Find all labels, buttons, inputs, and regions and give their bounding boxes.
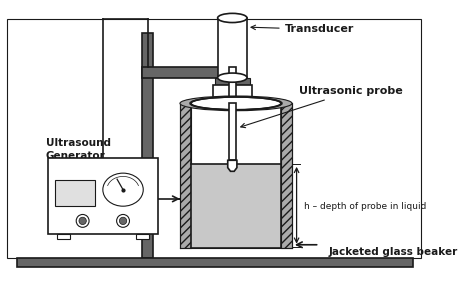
Bar xyxy=(180,103,191,248)
Bar xyxy=(215,78,250,85)
Bar xyxy=(218,18,247,78)
Bar xyxy=(228,67,236,103)
Ellipse shape xyxy=(79,217,86,224)
Bar xyxy=(191,164,281,248)
Bar xyxy=(228,103,236,160)
Bar xyxy=(48,158,158,234)
Bar xyxy=(17,258,413,267)
Bar xyxy=(57,234,70,239)
Bar xyxy=(281,103,292,248)
Bar xyxy=(55,180,95,206)
Text: h – depth of probe in liquid: h – depth of probe in liquid xyxy=(304,202,426,211)
Ellipse shape xyxy=(218,73,247,82)
Ellipse shape xyxy=(117,214,129,227)
Bar xyxy=(136,234,149,239)
Bar xyxy=(142,33,154,258)
Ellipse shape xyxy=(191,97,281,110)
Ellipse shape xyxy=(103,173,143,206)
Text: Transducer: Transducer xyxy=(251,24,354,34)
Ellipse shape xyxy=(218,13,247,23)
Ellipse shape xyxy=(180,96,292,111)
Text: Ultrasound
Generator: Ultrasound Generator xyxy=(46,138,111,161)
Bar xyxy=(213,85,252,103)
Ellipse shape xyxy=(119,217,127,224)
Polygon shape xyxy=(228,160,237,171)
Ellipse shape xyxy=(76,214,89,227)
Text: Jacketed glass beaker: Jacketed glass beaker xyxy=(329,246,458,257)
Text: Ultrasonic probe: Ultrasonic probe xyxy=(241,86,403,128)
Bar xyxy=(142,67,234,78)
